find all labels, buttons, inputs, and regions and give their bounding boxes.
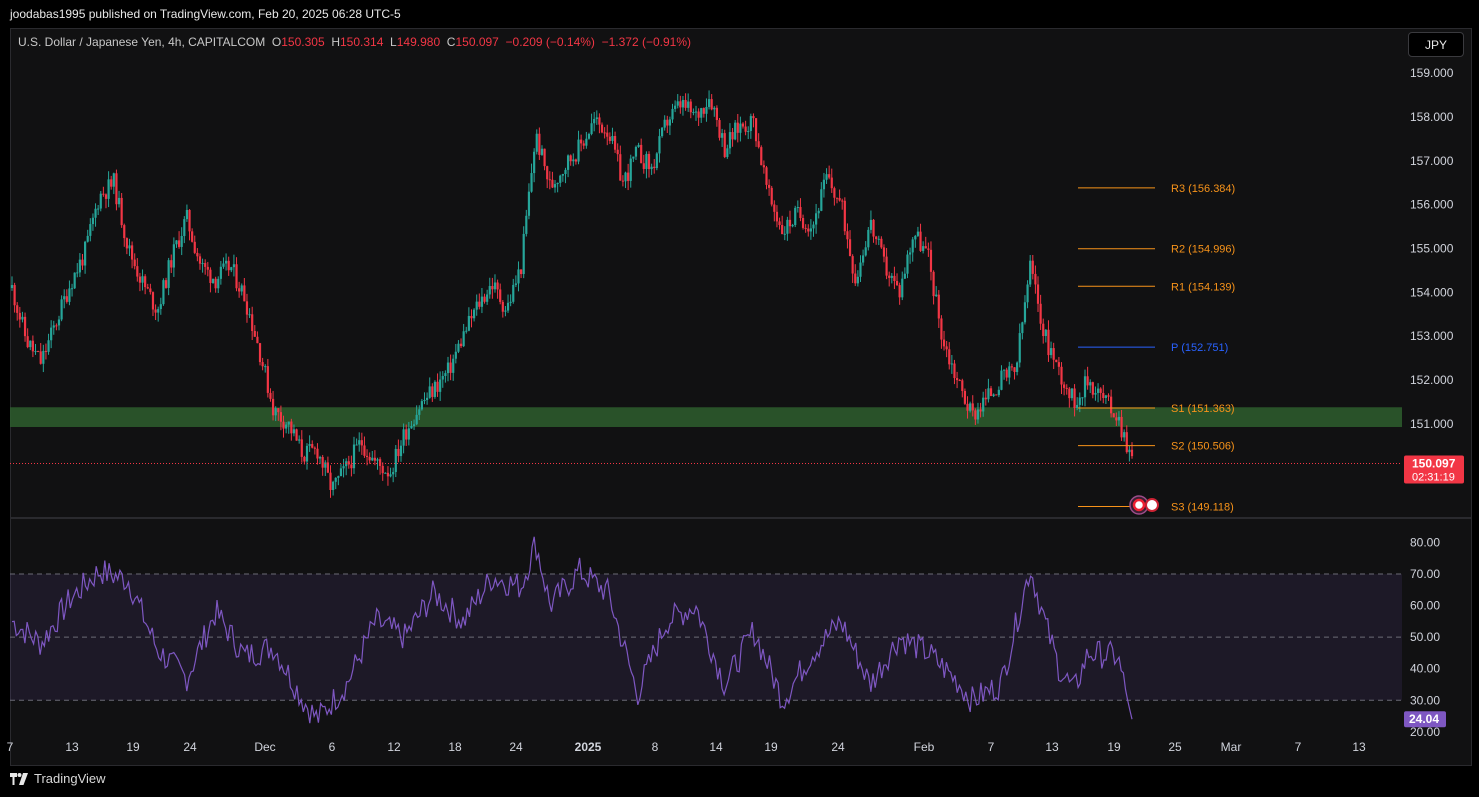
high-value: 150.314 [339, 35, 384, 49]
currency-button[interactable]: JPY [1408, 32, 1464, 57]
footer-brand: TradingView [10, 771, 106, 786]
tradingview-logo-icon [10, 772, 28, 785]
high-label: H [331, 35, 340, 49]
open-value: 150.305 [281, 35, 325, 49]
change-value-2: −1.372 (−0.91%) [601, 35, 692, 49]
close-value: 150.097 [455, 35, 499, 49]
open-label: O [271, 35, 282, 49]
publisher-line: joodabas1995 published on TradingView.co… [10, 7, 401, 21]
symbol-title: U.S. Dollar / Japanese Yen, 4h, CAPITALC… [18, 35, 266, 49]
change-value: −0.209 (−0.14%) [505, 35, 595, 49]
close-label: C [446, 35, 456, 49]
ohlc-legend: U.S. Dollar / Japanese Yen, 4h, CAPITALC… [18, 35, 691, 49]
low-label: L [390, 35, 397, 49]
footer-brand-text: TradingView [34, 771, 106, 786]
low-value: 149.980 [396, 35, 441, 49]
chart-area[interactable] [10, 28, 1472, 766]
